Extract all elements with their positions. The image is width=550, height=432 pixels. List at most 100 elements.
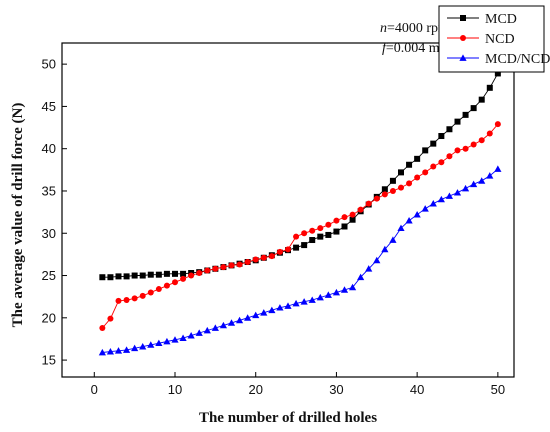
data-point-mcd-ncd	[381, 245, 389, 253]
y-tick-label: 30	[42, 226, 56, 241]
data-point-mcd	[478, 96, 485, 103]
data-point-mcd-ncd	[131, 344, 139, 352]
data-point-mcd	[293, 244, 300, 251]
data-point-mcd	[317, 233, 324, 240]
data-point-mcd-ncd	[163, 337, 171, 345]
data-point-ncd	[293, 233, 300, 240]
data-point-mcd	[333, 228, 340, 235]
y-tick-label: 35	[42, 183, 56, 198]
data-point-mcd-ncd	[413, 211, 421, 218]
data-point-mcd-ncd	[445, 192, 454, 199]
data-point-mcd	[341, 223, 348, 230]
data-point-mcd-ncd	[276, 304, 284, 311]
data-point-ncd	[188, 272, 195, 279]
series-mcd-ncd	[98, 165, 502, 356]
series-mcd	[99, 70, 501, 281]
data-point-ncd	[236, 261, 243, 268]
data-point-ncd	[333, 217, 340, 224]
data-point-mcd-ncd	[373, 256, 381, 264]
data-point-ncd	[163, 282, 170, 289]
data-point-mcd	[422, 147, 429, 154]
data-point-mcd-ncd	[486, 172, 494, 179]
data-point-mcd-ncd	[470, 180, 478, 188]
data-point-mcd-ncd	[494, 165, 502, 172]
y-tick-label: 40	[42, 141, 56, 156]
legend-marker-ncd	[460, 35, 466, 41]
data-point-ncd	[244, 259, 251, 266]
data-point-mcd-ncd	[300, 298, 308, 305]
data-point-mcd-ncd	[453, 189, 462, 196]
data-point-mcd-ncd	[461, 184, 470, 192]
data-point-ncd	[276, 248, 283, 255]
y-tick-label: 45	[42, 99, 56, 114]
data-point-mcd-ncd	[340, 286, 349, 293]
data-point-mcd	[163, 270, 170, 277]
legend-marker-mcd-ncd	[459, 54, 467, 61]
data-point-ncd	[454, 147, 461, 154]
data-point-ncd	[478, 137, 485, 144]
data-point-ncd	[252, 256, 259, 263]
y-tick-label: 20	[42, 310, 56, 325]
data-point-mcd-ncd	[252, 311, 260, 319]
data-point-mcd-ncd	[171, 336, 179, 343]
data-point-mcd	[115, 273, 122, 280]
legend-marker-mcd	[460, 15, 466, 21]
data-point-mcd-ncd	[332, 288, 341, 296]
data-point-ncd	[389, 187, 396, 194]
data-point-mcd-ncd	[139, 342, 147, 350]
data-point-ncd	[172, 279, 178, 286]
data-point-mcd	[99, 274, 106, 281]
data-point-ncd	[107, 315, 114, 322]
data-point-ncd	[147, 289, 154, 296]
data-point-mcd	[470, 105, 477, 112]
data-point-mcd	[446, 126, 453, 133]
series-ncd	[99, 121, 501, 331]
data-point-ncd	[260, 254, 267, 261]
data-point-mcd-ncd	[316, 293, 324, 301]
data-point-mcd	[430, 140, 437, 147]
legend: MCD NCD MCD/NCD	[438, 5, 550, 73]
data-point-mcd-ncd	[421, 205, 429, 212]
data-point-ncd	[212, 265, 219, 272]
data-point-ncd	[196, 269, 203, 276]
data-point-mcd	[301, 242, 308, 249]
data-point-mcd-ncd	[348, 283, 357, 291]
x-tick-label: 0	[91, 382, 98, 397]
data-point-ncd	[309, 227, 316, 234]
data-point-ncd	[325, 221, 332, 228]
series-line-mcd	[102, 73, 499, 278]
data-point-ncd	[438, 159, 445, 166]
data-point-ncd	[204, 267, 211, 274]
data-point-mcd-ncd	[211, 324, 219, 331]
data-point-mcd-ncd	[405, 216, 413, 224]
x-tick-label: 10	[168, 382, 182, 397]
data-point-mcd	[309, 237, 316, 244]
data-point-ncd	[115, 297, 122, 304]
data-point-ncd	[406, 180, 413, 187]
data-point-mcd	[155, 271, 162, 278]
data-point-ncd	[317, 225, 324, 232]
data-point-mcd	[381, 186, 388, 193]
x-tick-label: 50	[491, 382, 505, 397]
data-point-mcd-ncd	[203, 326, 211, 334]
data-point-ncd	[430, 163, 437, 170]
y-axis-title: The average value of drill force (N)	[10, 103, 26, 328]
data-point-mcd-ncd	[437, 195, 445, 203]
data-point-mcd-ncd	[195, 329, 203, 336]
data-point-mcd	[414, 155, 421, 162]
data-point-mcd	[406, 161, 413, 168]
data-point-ncd	[349, 211, 356, 218]
legend-label-ncd: NCD	[485, 32, 515, 47]
data-point-ncd	[301, 230, 308, 237]
series-line-ncd	[102, 123, 499, 329]
data-point-mcd	[438, 133, 445, 140]
data-point-ncd	[285, 246, 291, 253]
data-point-mcd-ncd	[397, 224, 405, 232]
data-point-mcd	[486, 84, 493, 91]
x-tick-label: 30	[329, 382, 343, 397]
data-point-mcd-ncd	[324, 291, 332, 298]
data-point-mcd	[454, 118, 461, 125]
data-point-mcd	[131, 272, 138, 279]
data-point-ncd	[228, 262, 235, 269]
